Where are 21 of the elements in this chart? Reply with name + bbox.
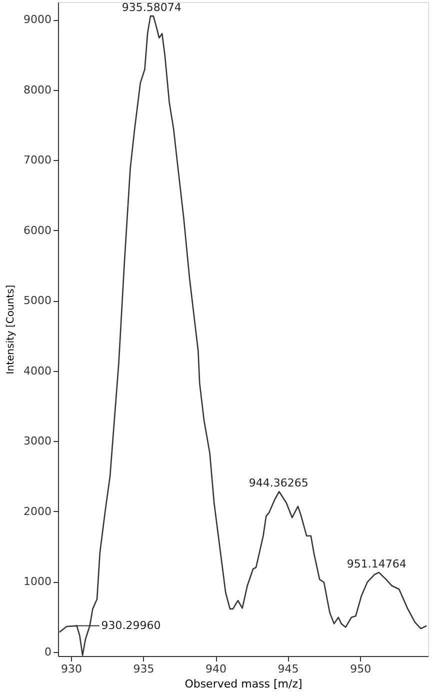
annotation: 944.36265 [248,476,308,490]
x-tick-label: 930 [61,662,82,676]
y-tick-label: 0 [44,645,52,658]
annotation: 930.29960 [101,618,161,632]
y-tick-label: 7000 [24,154,52,167]
y-tick-label: 9000 [24,13,52,26]
y-tick-label: 4000 [24,364,52,378]
annotation: 951.14764 [346,557,406,570]
x-axis-title: Observed mass [m/z] [184,678,302,690]
y-tick-label: 3000 [24,434,52,448]
annotation: 935.58074 [122,1,182,14]
x-tick-label: 935 [133,662,154,676]
y-tick-label: 5000 [24,294,52,308]
y-tick-label: 6000 [24,224,52,237]
x-tick-label: 940 [206,662,227,676]
y-tick-label: 2000 [24,504,52,518]
y-axis-title: Intensity [Counts] [6,284,17,374]
y-tick-label: 1000 [24,575,52,588]
x-tick-label: 945 [278,662,299,676]
y-tick-label: 8000 [24,83,52,96]
x-tick-label: 950 [350,662,372,676]
